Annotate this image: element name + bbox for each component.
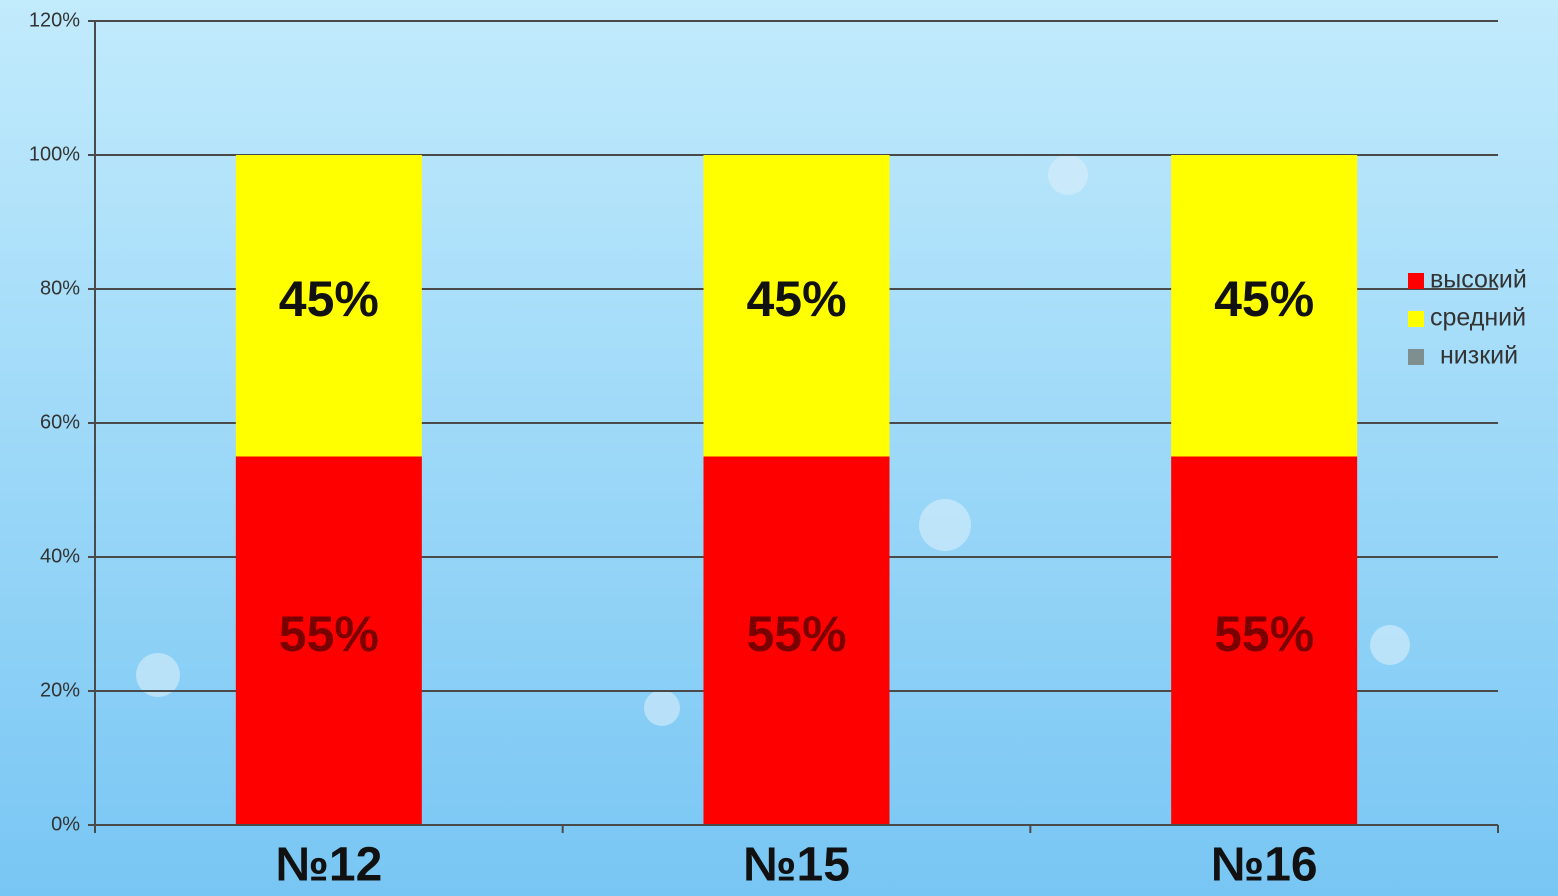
- x-tick-label: №16: [1211, 839, 1318, 892]
- legend-swatch: [1408, 349, 1424, 365]
- y-tick-label: 100%: [29, 143, 80, 165]
- data-label: 45%: [1214, 271, 1314, 327]
- data-label: 55%: [746, 606, 846, 662]
- legend-swatch: [1408, 273, 1424, 289]
- y-tick-label: 20%: [40, 679, 80, 701]
- y-tick-label: 80%: [40, 277, 80, 299]
- data-label: 55%: [279, 606, 379, 662]
- y-tick-label: 0%: [51, 813, 80, 835]
- legend-label: низкий: [1440, 342, 1518, 370]
- x-tick-label: №12: [275, 839, 382, 892]
- y-tick-label: 60%: [40, 411, 80, 433]
- data-label: 45%: [279, 271, 379, 327]
- legend-label: средний: [1430, 304, 1526, 332]
- legend-label: высокий: [1430, 266, 1527, 294]
- data-label: 45%: [746, 271, 846, 327]
- data-label: 55%: [1214, 606, 1314, 662]
- y-tick-label: 40%: [40, 545, 80, 567]
- x-tick-label: №15: [743, 839, 850, 892]
- chart: 0% 20% 40% 60% 80% 100% 120% №12 55% 45% №15 55% 45%…: [0, 0, 1558, 896]
- legend-swatch: [1408, 311, 1424, 327]
- y-tick-label: 120%: [29, 9, 80, 31]
